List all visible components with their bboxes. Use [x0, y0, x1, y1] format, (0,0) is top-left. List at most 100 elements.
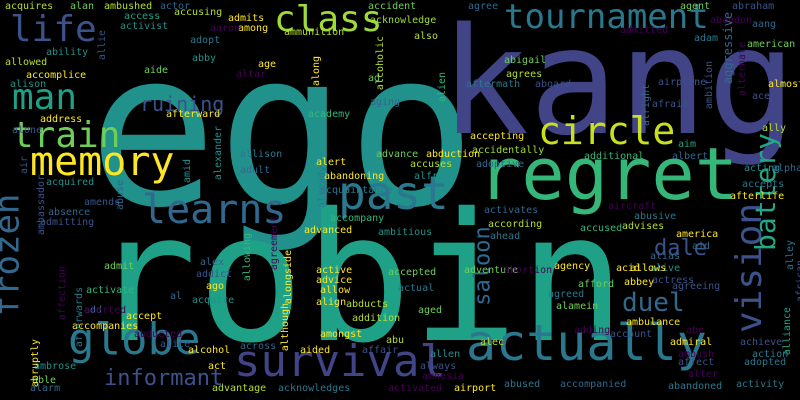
word-abby: abby — [192, 53, 217, 64]
word-ago: ago — [206, 281, 225, 292]
word-aang: aang — [752, 19, 777, 30]
word-aide: aide — [144, 65, 169, 76]
word-agrees: agrees — [506, 69, 543, 80]
word-alex: alex — [200, 257, 225, 268]
word-regret: regret — [478, 132, 739, 216]
word-airplane: airplane — [658, 77, 707, 88]
word-robin: robin — [90, 175, 626, 382]
word-adding: adding — [574, 325, 611, 336]
word-airport: airport — [454, 383, 497, 394]
word-admitting: admitting — [40, 217, 95, 228]
word-abu: abu — [386, 335, 405, 346]
word-amongst: amongst — [320, 329, 363, 340]
word-activate: activate — [86, 285, 135, 296]
word-albert: albert — [672, 151, 709, 162]
word-globe: globe — [68, 314, 201, 365]
word-aim: aim — [678, 139, 697, 150]
word-ambition: ambition — [704, 60, 716, 110]
word-align: align — [316, 297, 347, 308]
word-agent: agent — [680, 1, 711, 12]
word-action: action — [752, 349, 789, 360]
word-circle: circle — [538, 109, 676, 153]
word-aboard: aboard — [535, 79, 572, 90]
word-acknowledges: acknowledges — [278, 383, 351, 394]
word-accompany: accompany — [330, 213, 385, 224]
word-accuses: accuses — [410, 159, 453, 170]
word-absence: absence — [48, 207, 91, 218]
word-aid: aid — [692, 241, 711, 252]
word-adult: adult — [240, 165, 271, 176]
word-ambush: ambush — [678, 349, 715, 360]
word-affair: affair — [362, 345, 399, 356]
word-alcohol: alcohol — [188, 345, 231, 356]
word-admits: admits — [228, 13, 265, 24]
word-ego: ego — [88, 4, 477, 255]
word-abortion: abortion — [504, 265, 553, 276]
word-ad: ad — [368, 73, 381, 84]
word-abused: abused — [504, 379, 541, 390]
word-alan: alan — [70, 1, 95, 12]
word-admit: admit — [104, 261, 135, 272]
word-access: access — [124, 11, 161, 22]
word-accused: accused — [580, 223, 623, 234]
word-afford: afford — [578, 279, 615, 290]
word-actor: actor — [160, 1, 191, 12]
word-abandoning: abandoning — [324, 171, 385, 182]
word-abraham: abraham — [732, 1, 775, 12]
word-duel: duel — [622, 288, 685, 318]
word-academy: academy — [308, 109, 351, 120]
word-afterwards: afterwards — [74, 286, 86, 348]
word-class: class — [274, 0, 383, 40]
word-agency: agency — [554, 261, 591, 272]
word-amends: amends — [84, 197, 121, 208]
word-acquaintance: acquaintance — [320, 185, 393, 196]
word-accompanied: accompanied — [560, 379, 627, 390]
word-among: among — [238, 23, 269, 34]
word-ambulance: ambulance — [626, 317, 681, 328]
word-accomplice: accomplice — [26, 70, 87, 81]
word-affection: affection — [57, 265, 69, 321]
word-accidentally: accidentally — [472, 145, 545, 156]
word-actress: actress — [652, 275, 695, 286]
word-addict: addict — [196, 269, 233, 280]
word-al: al — [170, 291, 183, 302]
word-additional: additional — [584, 151, 645, 162]
word-accident: accident — [368, 1, 417, 12]
word-abe: abe — [686, 325, 705, 336]
word-advanced: advanced — [304, 225, 353, 236]
word-learns: learns — [142, 187, 287, 233]
word-agreed: agreed — [548, 289, 585, 300]
word-america: america — [676, 229, 719, 240]
word-memory: memory — [30, 139, 175, 185]
word-dale: dale — [654, 236, 707, 261]
word-activated: activated — [388, 383, 443, 394]
word-alcoholic: alcoholic — [375, 35, 387, 91]
word-allison: allison — [240, 149, 283, 160]
word-also: also — [414, 31, 439, 42]
word-aged: aged — [418, 305, 443, 316]
word-amnesia: amnesia — [422, 371, 465, 382]
word-although: although — [280, 302, 292, 352]
word-age: age — [258, 59, 277, 70]
word-acquire: acquire — [192, 295, 235, 306]
word-acting: acting — [744, 163, 781, 174]
word-alright: alright — [641, 83, 653, 127]
word-alone: alone — [12, 125, 43, 136]
word-alive: alive — [650, 263, 681, 274]
word-acquires: acquires — [5, 1, 54, 12]
word-accept: accept — [126, 311, 163, 322]
word-informant: informant — [104, 366, 224, 391]
word-add: add — [84, 305, 103, 316]
word-abandon: abandon — [710, 15, 753, 26]
word-accusing: accusing — [174, 7, 223, 18]
word-ahead: ahead — [490, 231, 521, 242]
word-frozen: frozen — [0, 193, 28, 317]
word-actual: actual — [398, 283, 435, 294]
word-american: american — [747, 39, 796, 50]
word-alarm: alarm — [30, 383, 61, 394]
word-altar: altar — [236, 69, 267, 80]
word-abigail: abigail — [504, 55, 547, 66]
word-acknowledge: acknowledge — [370, 15, 437, 26]
word-aaron: aaron — [210, 23, 241, 34]
